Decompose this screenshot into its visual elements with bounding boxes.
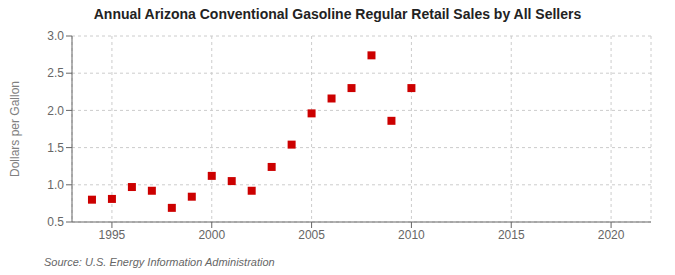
html-text:Annual Arizona Conventional Ga: Annual Arizona Conventional Gasoline Reg… xyxy=(93,6,582,22)
svg-text:0.5: 0.5 xyxy=(47,215,64,229)
svg-text:2.0: 2.0 xyxy=(47,104,64,118)
svg-text:2015: 2015 xyxy=(498,228,525,242)
svg-text:2020: 2020 xyxy=(598,228,625,242)
svg-text:2000: 2000 xyxy=(198,228,225,242)
svg-text:2010: 2010 xyxy=(398,228,425,242)
svg-text:2005: 2005 xyxy=(298,228,325,242)
html-text:Source: U.S. Energy Informatio: Source: U.S. Energy Information Administ… xyxy=(44,256,275,268)
svg-text:1.5: 1.5 xyxy=(47,141,64,155)
svg-text:1995: 1995 xyxy=(99,228,126,242)
svg-text:Dollars per Gallon: Dollars per Gallon xyxy=(8,81,22,177)
svg-text:1.0: 1.0 xyxy=(47,178,64,192)
svg-text:3.0: 3.0 xyxy=(47,29,64,43)
svg-text:2.5: 2.5 xyxy=(47,66,64,80)
